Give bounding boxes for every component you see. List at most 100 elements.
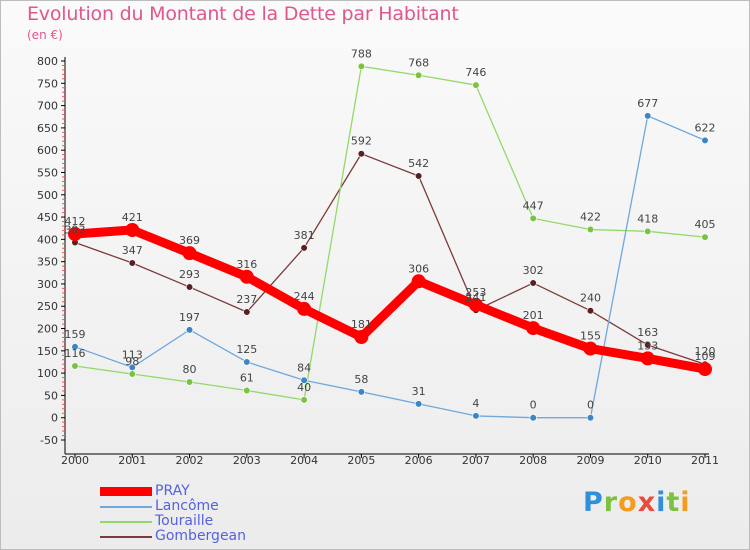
data-label: 181 [351,318,372,331]
data-point [644,341,652,349]
data-label: 405 [695,218,716,231]
y-tick-label: 450 [37,211,58,224]
data-label: 116 [65,347,86,360]
data-point [411,274,426,289]
data-label: 159 [65,328,86,341]
data-point [243,308,251,316]
x-tick-label: 2000 [61,454,89,467]
data-point [529,279,537,287]
data-point [185,326,194,334]
data-point [128,370,136,378]
data-label: 240 [580,292,601,305]
data-point [415,400,423,408]
data-label: 418 [637,212,658,225]
y-tick-label: 250 [37,300,58,313]
logo-letter: x [637,487,657,518]
x-tick-label: 2011 [691,454,719,467]
legend-item-pray: PRAY [100,484,340,499]
logo-letter: P [583,487,604,518]
data-label: 421 [122,211,143,224]
data-point [71,343,79,351]
data-label: 120 [695,345,716,358]
data-point [472,412,480,420]
data-label: 40 [297,381,311,394]
y-tick-label: 750 [37,77,58,90]
x-tick-label: 2009 [576,454,604,467]
legend-item-touraille: Touraille [100,514,340,529]
data-point [300,244,308,252]
y-tick-label: 0 [51,412,58,425]
data-label: 241 [465,291,486,304]
data-point [583,341,598,356]
y-tick-label: 350 [37,256,58,269]
data-label: 155 [580,330,601,343]
data-point [529,214,537,222]
logo-letter: t [666,487,681,518]
data-label: 622 [695,121,716,134]
data-label: 58 [354,373,368,386]
data-label: 316 [236,258,257,271]
y-tick-label: 600 [37,144,58,157]
data-point [472,81,480,89]
data-point [297,301,312,316]
data-label: 244 [294,290,315,303]
data-point [586,307,595,315]
data-point [185,283,194,291]
data-label: 237 [236,293,257,306]
data-label: 542 [408,157,429,170]
logo-letter: o [618,487,638,518]
data-point [586,414,595,422]
legend-swatch-lancome [100,506,152,508]
series-line-touraille [74,65,706,401]
data-point [357,388,365,396]
data-point [644,227,652,235]
logo-letter: r [603,487,619,518]
data-label: 302 [523,264,544,277]
data-label: 197 [179,311,200,324]
data-point [125,222,140,237]
data-label: 746 [465,66,486,79]
x-tick-label: 2001 [118,454,146,467]
x-tick-label: 2008 [519,454,547,467]
chart-title: Evolution du Montant de la Dette par Hab… [27,3,459,25]
x-tick-label: 2002 [176,454,204,467]
data-point [698,362,712,377]
data-point [243,358,251,366]
data-label: 98 [125,355,139,368]
data-label: 293 [179,268,200,281]
data-label: 412 [65,215,86,228]
data-label: 125 [236,343,257,356]
data-label: 788 [351,47,372,60]
logo-letter: i [656,487,667,518]
legend-label-pray: PRAY [155,483,190,499]
x-tick-label: 2006 [405,454,433,467]
data-point [357,62,365,70]
data-point [182,246,197,261]
data-label: 592 [351,135,372,148]
data-label: 0 [587,399,594,412]
legend-swatch-gombergean [100,536,152,538]
data-label: 253 [465,286,486,299]
data-label: 768 [408,56,429,69]
legend-label-gombergean: Gombergean [155,528,247,544]
x-tick-label: 2003 [233,454,261,467]
y-tick-label: 650 [37,122,58,135]
data-label: 163 [637,326,658,339]
data-label: 80 [183,363,197,376]
x-tick-label: 2004 [290,454,318,467]
data-label: 347 [122,244,143,257]
legend-label-lancome: Lancôme [155,498,219,514]
y-tick-label: -50 [40,434,58,447]
legend-label-touraille: Touraille [155,513,214,529]
data-point [640,351,655,366]
y-tick-label: 400 [37,233,58,246]
data-label: 393 [65,223,86,236]
y-tick-label: 550 [37,166,58,179]
legend-item-lancome: Lancôme [100,499,340,514]
data-label: 113 [122,348,143,361]
data-point [239,269,254,284]
y-tick-label: 700 [37,100,58,113]
data-label: 4 [472,397,479,410]
data-point [128,259,136,267]
